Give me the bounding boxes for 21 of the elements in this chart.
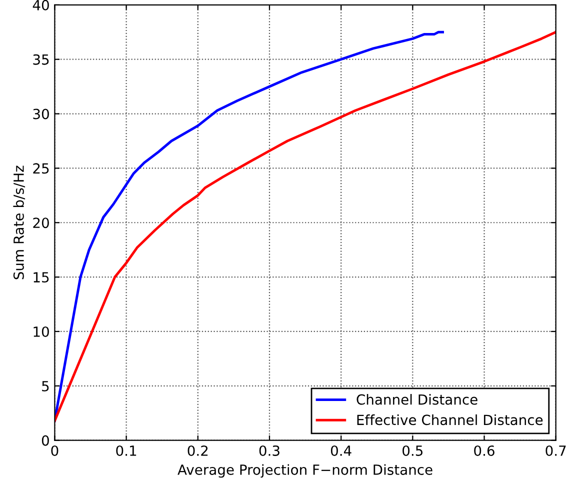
- y-tick-label: 0: [42, 435, 49, 446]
- legend-label: Channel Distance: [356, 394, 478, 405]
- y-axis-title: Sum Rate b/s/Hz: [13, 166, 26, 280]
- y-tick-label: 10: [34, 326, 49, 337]
- x-tick-label: 0.5: [402, 445, 422, 456]
- y-tick-label: 25: [33, 163, 49, 174]
- y-tick-label: 40: [32, 0, 49, 10]
- x-tick-label: 0.2: [188, 445, 208, 456]
- y-tick-label: 15: [34, 272, 49, 283]
- legend-label: Effective Channel Distance: [357, 414, 543, 426]
- x-tick-label: 0.1: [116, 445, 136, 456]
- y-tick-label: 35: [33, 54, 49, 65]
- y-tick-label: 5: [42, 381, 49, 392]
- x-axis-title: Average Projection F−norm Distance: [178, 464, 432, 478]
- y-tick-label: 20: [33, 218, 49, 228]
- x-tick-label: 0.3: [259, 445, 280, 456]
- x-tick-label: 0: [51, 445, 58, 456]
- x-tick-label: 0.7: [546, 445, 566, 456]
- x-tick-label: 0.4: [330, 445, 352, 456]
- x-tick-label: 0.6: [474, 445, 494, 456]
- y-tick-label: 30: [33, 108, 49, 120]
